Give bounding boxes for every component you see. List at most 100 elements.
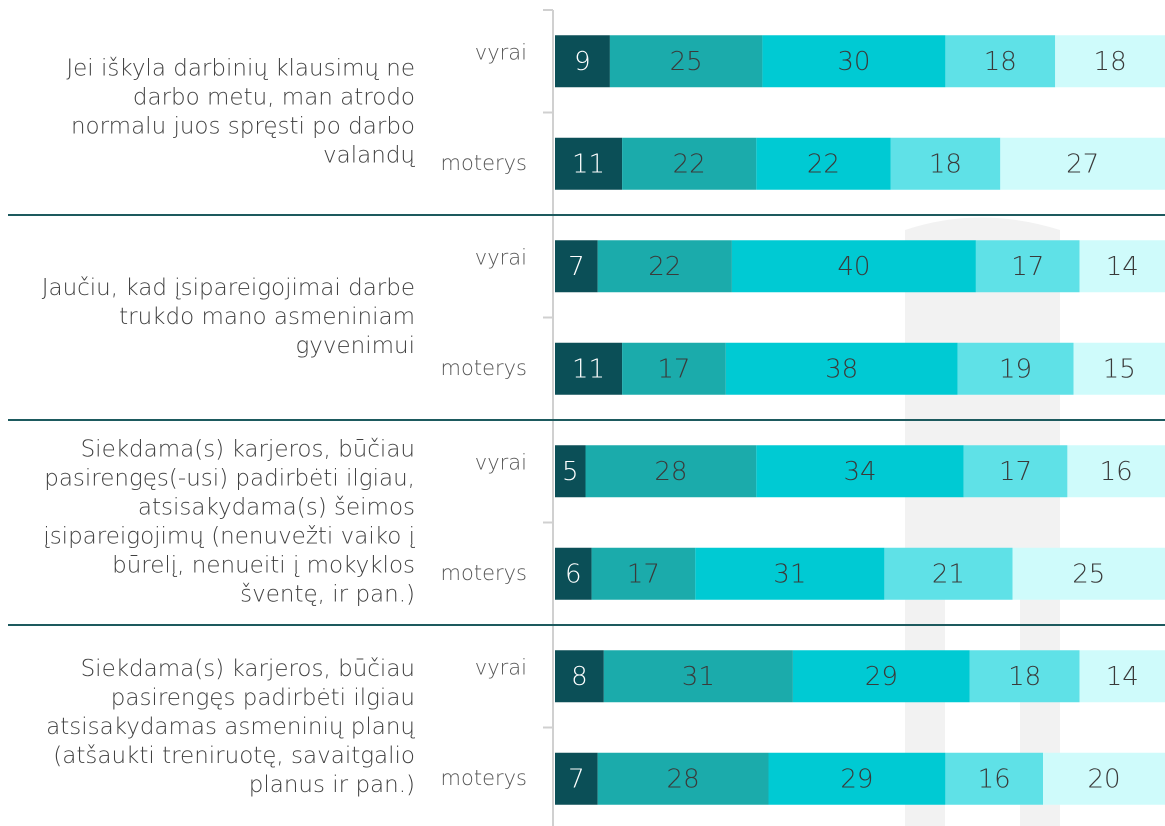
- bar-segment: [603, 650, 793, 703]
- question-label: Jei iškyla darbinių klausimų ne: [66, 56, 415, 82]
- bar-segment: [597, 752, 769, 805]
- row-label: vyrai: [475, 40, 527, 64]
- question-label: įsipareigojimų (nenuvežti vaiko į: [43, 524, 415, 550]
- bar-segment: [555, 445, 586, 498]
- question-label: pasirengęs(-usi) padirbėti ilgiau,: [44, 466, 415, 492]
- data-label: 14: [1106, 662, 1139, 692]
- data-label: 29: [865, 662, 898, 692]
- data-label: 25: [1072, 559, 1105, 589]
- bar-segment: [1073, 342, 1165, 395]
- bar-segment: [963, 445, 1068, 498]
- data-label: 18: [929, 149, 962, 179]
- data-label: 31: [773, 559, 806, 589]
- bar-segment: [792, 650, 970, 703]
- bar-segment: [957, 342, 1074, 395]
- bar-segment: [597, 240, 732, 293]
- bar-segment: [1043, 752, 1165, 805]
- data-label: 18: [1008, 662, 1041, 692]
- question-label: atsisakydama(s) šeimos: [138, 495, 415, 521]
- question-label: darbo metu, man atrodo: [133, 85, 415, 111]
- bar-segment: [695, 547, 885, 600]
- data-label: 18: [984, 47, 1017, 77]
- data-label: 9: [574, 47, 591, 77]
- row-label: moterys: [441, 561, 527, 585]
- data-label: 20: [1087, 764, 1120, 794]
- bar-segment: [555, 137, 623, 190]
- data-label: 16: [978, 764, 1011, 794]
- data-label: 25: [670, 47, 703, 77]
- question-label: Siekdama(s) karjeros, būčiau: [81, 437, 415, 463]
- bar-segment: [890, 137, 1001, 190]
- data-label: 34: [843, 457, 876, 487]
- question-label: Siekdama(s) karjeros, būčiau: [81, 656, 415, 682]
- question-label: valandų: [323, 143, 415, 169]
- data-label: 16: [1100, 457, 1133, 487]
- bar-segment: [555, 547, 592, 600]
- row-label: vyrai: [475, 245, 527, 269]
- question-label: atsisakydamas asmeninių planų: [46, 714, 415, 740]
- bar-segment: [756, 137, 891, 190]
- data-label: 5: [562, 457, 579, 487]
- bar-segment: [1067, 445, 1165, 498]
- bar-segment: [609, 35, 763, 88]
- data-label: 19: [999, 354, 1032, 384]
- data-label: 22: [648, 252, 681, 282]
- bar-segment: [1000, 137, 1165, 190]
- question-label: Jaučiu, kad įsipareigojimai darbe: [42, 275, 415, 301]
- bar-segment: [555, 342, 623, 395]
- data-label: 40: [837, 252, 870, 282]
- background-figure: [905, 217, 1060, 826]
- row-label: vyrai: [475, 450, 527, 474]
- bar-segment: [768, 752, 946, 805]
- bar-segment: [731, 240, 976, 293]
- data-label: 28: [654, 457, 687, 487]
- data-label: 29: [840, 764, 873, 794]
- data-label: 21: [932, 559, 965, 589]
- question-label: planus ir pan.): [249, 772, 415, 798]
- row-label: moterys: [441, 766, 527, 790]
- data-label: 7: [568, 252, 585, 282]
- bar-segment: [555, 35, 610, 88]
- question-label: normalu juos spręsti po darbo: [71, 114, 415, 140]
- data-label: 17: [627, 559, 660, 589]
- data-label: 27: [1066, 149, 1099, 179]
- data-label: 17: [999, 457, 1032, 487]
- data-label: 11: [572, 149, 605, 179]
- bar-segment: [1079, 240, 1165, 293]
- data-label: 11: [572, 354, 605, 384]
- question-label: šventę, ir pan.): [240, 582, 415, 608]
- bar-segment: [622, 342, 726, 395]
- row-label: moterys: [441, 151, 527, 175]
- bar-segment: [975, 240, 1080, 293]
- question-label: būrelį, nenueiti į mokyklos: [112, 553, 415, 579]
- bar-segment: [945, 752, 1043, 805]
- data-label: 22: [807, 149, 840, 179]
- bar-segment: [762, 35, 946, 88]
- bar-segment: [756, 445, 964, 498]
- bar-segment: [1012, 547, 1165, 600]
- data-label: 17: [1011, 252, 1044, 282]
- bar-segment: [585, 445, 757, 498]
- bar-segment: [1055, 35, 1165, 88]
- bar-segment: [725, 342, 958, 395]
- data-label: 28: [667, 764, 700, 794]
- bar-segment: [591, 547, 696, 600]
- bar-segment: [622, 137, 757, 190]
- bar-segment: [1079, 650, 1165, 703]
- data-label: 17: [657, 354, 690, 384]
- data-label: 6: [565, 559, 582, 589]
- data-label: 7: [568, 764, 585, 794]
- data-label: 38: [825, 354, 858, 384]
- bar-segment: [969, 650, 1080, 703]
- data-label: 30: [837, 47, 870, 77]
- bar-segment: [555, 240, 598, 293]
- data-label: 18: [1094, 47, 1127, 77]
- data-label: 31: [682, 662, 715, 692]
- question-label: trukdo mano asmeniniam: [119, 304, 415, 330]
- question-label: pasirengęs padirbėti ilgiau: [111, 685, 415, 711]
- bar-segment: [555, 752, 598, 805]
- bar-segment: [555, 650, 604, 703]
- data-label: 15: [1103, 354, 1136, 384]
- row-label: vyrai: [475, 655, 527, 679]
